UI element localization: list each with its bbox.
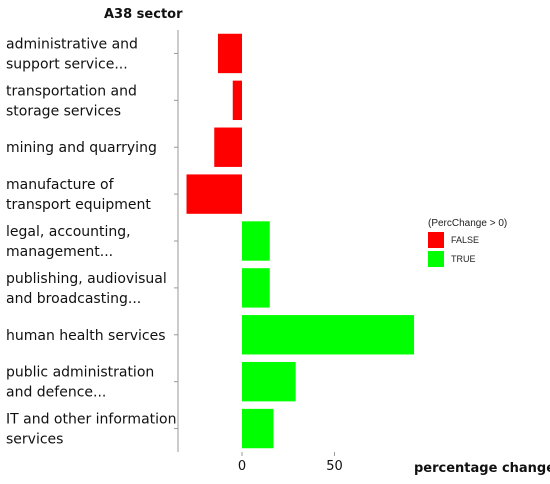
category-label: manufacture of [6, 177, 115, 193]
legend-label-false: FALSE [451, 235, 479, 245]
category-label: human health services [6, 328, 166, 344]
bar [242, 361, 296, 402]
legend-swatch-false [428, 232, 444, 248]
bar [242, 315, 415, 355]
bars [186, 33, 415, 449]
bar [242, 268, 270, 308]
category-labels: administrative and support service... tran… [6, 36, 176, 447]
legend-swatch-true [428, 251, 444, 267]
x-tick-label: 0 [238, 459, 246, 474]
bar [242, 221, 270, 261]
category-label: support service... [6, 56, 128, 72]
category-label: services [6, 432, 63, 448]
category-label: IT and other information [6, 412, 176, 428]
x-tick-label: 50 [326, 459, 343, 474]
bar [186, 174, 242, 214]
x-axis-title: percentage change [414, 461, 550, 476]
bar [217, 33, 242, 74]
category-label: public administration [6, 365, 154, 381]
category-label: mining and quarrying [6, 140, 157, 156]
chart-title: A38 sector [104, 7, 183, 22]
category-label: transportation and [6, 83, 137, 99]
category-label: storage services [6, 103, 121, 119]
x-axis-ticks: 0 50 [238, 452, 343, 474]
category-label: publishing, audiovisual [6, 271, 167, 287]
legend-label-true: TRUE [451, 254, 476, 264]
legend: (PercChange > 0) FALSE TRUE [428, 218, 507, 267]
y-axis-ticks [174, 52, 178, 430]
category-label: transport equipment [6, 197, 151, 213]
category-label: and defence... [6, 385, 106, 401]
bar [214, 127, 242, 167]
bar [242, 408, 274, 449]
category-label: management... [6, 244, 113, 260]
bar [232, 80, 242, 121]
category-label: administrative and [6, 36, 138, 52]
category-label: legal, accounting, [6, 224, 131, 240]
legend-title: (PercChange > 0) [428, 218, 507, 229]
category-label: and broadcasting... [6, 291, 141, 307]
